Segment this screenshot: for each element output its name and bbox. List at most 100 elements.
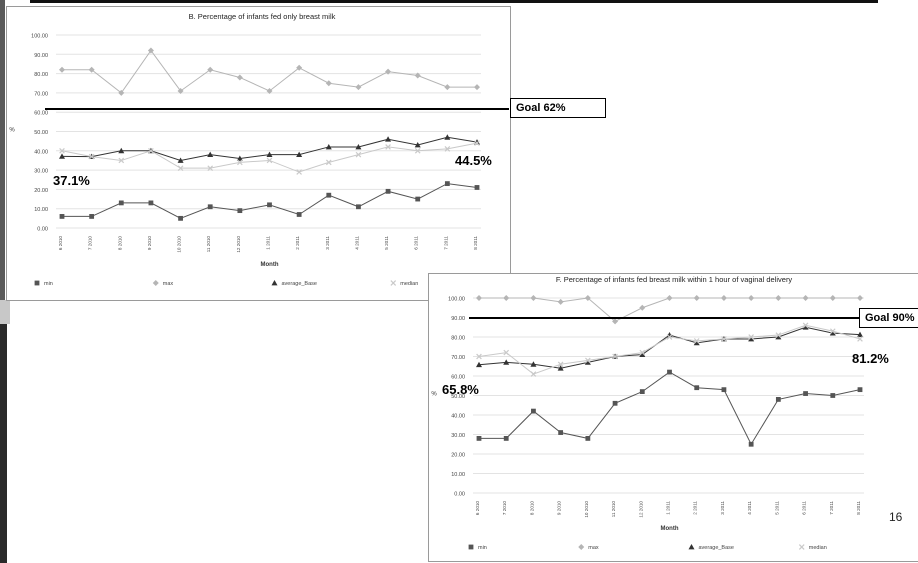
- chart-f-series-line: [479, 371, 861, 446]
- chart-f-data-point: [612, 353, 618, 360]
- chart-f-legend-label: max: [588, 545, 599, 551]
- chart-b-data-point: [59, 66, 65, 73]
- chart-b-xtick-label: 5 2011: [384, 236, 389, 250]
- left-edge-strip: [0, 0, 5, 300]
- goal-line-f: [469, 317, 859, 319]
- chart-f-xtick-label: 1 2011: [666, 501, 671, 515]
- chart-b-ytick-label: 100.00: [31, 34, 48, 40]
- chart-f-data-point: [476, 353, 482, 360]
- chart-f-data-point: [693, 295, 700, 301]
- chart-f-data-point: [612, 318, 619, 325]
- chart-b-ytick-label: 70.00: [34, 91, 48, 97]
- chart-f-data-point: [830, 393, 836, 398]
- chart-f-legend-label: average_Base: [699, 545, 734, 551]
- chart-b-data-point: [207, 151, 214, 158]
- chart-f-ytick-label: 40.00: [451, 414, 465, 420]
- chart-f-ytick-label: 30.00: [451, 433, 465, 439]
- chart-b-xtick-label: 8 2010: [117, 236, 122, 250]
- chart-f-data-point: [476, 295, 482, 301]
- chart-f-data-point: [503, 359, 510, 365]
- chart-b-data-point: [59, 147, 65, 154]
- chart-b-data-point: [355, 143, 362, 150]
- chart-b-data-point: [444, 134, 451, 140]
- chart-b-data-point: [88, 66, 95, 73]
- chart-b-data-point: [474, 84, 480, 91]
- chart-b-ytick-label: 30.00: [34, 169, 48, 175]
- chart-b-series-min: [59, 181, 480, 221]
- chart-f-data-point: [639, 351, 646, 357]
- chart-b-data-point: [267, 202, 272, 208]
- chart-f-xtick-label: 9 2010: [557, 501, 562, 515]
- chart-b-data-point: [207, 204, 213, 210]
- chart-b-data-point: [296, 169, 302, 175]
- chart-f-ytick-label: 10.00: [451, 472, 465, 478]
- chart-f-xtick-label: 6 2010: [475, 501, 480, 515]
- chart-f-xtick-label: 12 2010: [638, 501, 643, 518]
- chart-f: F. Percentage of infants fed breast milk…: [431, 275, 864, 551]
- chart-f-data-point: [693, 339, 700, 346]
- chart-f-data-point: [720, 295, 727, 301]
- chart-panel-f: F. Percentage of infants fed breast milk…: [428, 273, 918, 562]
- chart-b-data-point: [385, 136, 392, 142]
- chart-b-data-point: [325, 80, 332, 87]
- chart-f-data-point: [857, 336, 863, 342]
- chart-f-xtick-label: 7 2011: [829, 501, 834, 515]
- chart-b-legend-marker: [271, 280, 278, 286]
- annotation-b-start: 37.1%: [53, 173, 90, 188]
- chart-f-xtick-label: 7 2010: [502, 501, 507, 515]
- chart-b-ytick-label: 20.00: [34, 188, 48, 194]
- chart-f-data-point: [802, 295, 809, 301]
- chart-f-data-point: [829, 328, 836, 334]
- chart-b-data-point: [325, 159, 332, 166]
- chart-f-data-point: [531, 408, 536, 414]
- chart-f-xtick-label: 11 2010: [611, 501, 616, 518]
- chart-f-data-point: [558, 430, 564, 435]
- top-rule: [30, 0, 878, 3]
- annotation-b-end: 44.5%: [455, 153, 492, 168]
- chart-f-data-point: [476, 436, 482, 441]
- chart-b-data-point: [414, 72, 421, 79]
- chart-f-xtick-label: 2 2011: [693, 501, 698, 515]
- chart-f-data-point: [857, 295, 863, 301]
- chart-f-data-point: [530, 295, 537, 301]
- chart-b-xtick-label: 2 2011: [295, 236, 300, 250]
- chart-b-data-point: [296, 151, 303, 158]
- chart-f-data-point: [557, 361, 564, 368]
- chart-b-data-point: [266, 87, 273, 94]
- chart-f-data-point: [557, 298, 564, 305]
- chart-f-data-point: [503, 349, 510, 356]
- chart-f-data-point: [667, 369, 672, 375]
- chart-b-data-point: [296, 64, 303, 71]
- chart-b-data-point: [474, 140, 480, 146]
- chart-f-ytick-label: 60.00: [451, 375, 465, 381]
- chart-b-data-point: [414, 142, 421, 148]
- chart-b-data-point: [89, 214, 95, 219]
- chart-f-data-point: [585, 436, 591, 441]
- chart-f-ytick-label: 70.00: [451, 355, 465, 361]
- chart-b-data-point: [237, 159, 243, 166]
- chart-b-series-line: [61, 142, 478, 173]
- page-number: 16: [889, 510, 903, 524]
- chart-f-data-point: [803, 391, 808, 396]
- chart-b-xtick-label: 6 2011: [414, 236, 419, 250]
- chart-b-data-point: [355, 84, 362, 91]
- chart-f-data-point: [775, 334, 782, 340]
- chart-b-data-point: [325, 143, 332, 150]
- chart-f-data-point: [748, 334, 754, 340]
- chart-b-data-point: [207, 66, 214, 73]
- chart-f-data-point: [775, 397, 781, 402]
- chart-f-data-point: [666, 334, 673, 340]
- chart-b-series-max: [59, 47, 480, 96]
- chart-b-xtick-label: 1 2011: [266, 236, 271, 250]
- chart-f-ytick-label: 100.00: [448, 297, 465, 303]
- chart-b-ytick-label: 40.00: [34, 149, 48, 155]
- chart-f-xlabel: Month: [661, 526, 679, 532]
- chart-f-data-point: [857, 331, 863, 338]
- chart-f-xtick-label: 5 2011: [774, 501, 779, 515]
- chart-b-data-point: [414, 147, 421, 154]
- chart-f-data-point: [857, 387, 863, 393]
- chart-b-data-point: [118, 200, 124, 206]
- chart-f-ylabel: %: [431, 392, 437, 398]
- chart-b-data-point: [444, 146, 451, 152]
- chart-b-data-point: [385, 68, 392, 75]
